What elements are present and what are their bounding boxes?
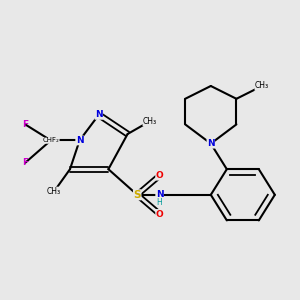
Text: CHF₂: CHF₂ — [42, 137, 59, 143]
Text: F: F — [22, 158, 28, 167]
Text: N: N — [207, 139, 214, 148]
Text: CH₃: CH₃ — [47, 187, 61, 196]
Text: CH₃: CH₃ — [143, 117, 157, 126]
Text: S: S — [134, 190, 141, 200]
Text: N: N — [95, 110, 103, 119]
Text: N: N — [76, 136, 83, 145]
Text: N: N — [156, 190, 164, 199]
Text: O: O — [156, 209, 164, 218]
Text: O: O — [156, 171, 164, 180]
Text: CH₃: CH₃ — [255, 82, 269, 91]
Text: H: H — [157, 198, 163, 207]
Text: F: F — [22, 120, 28, 129]
